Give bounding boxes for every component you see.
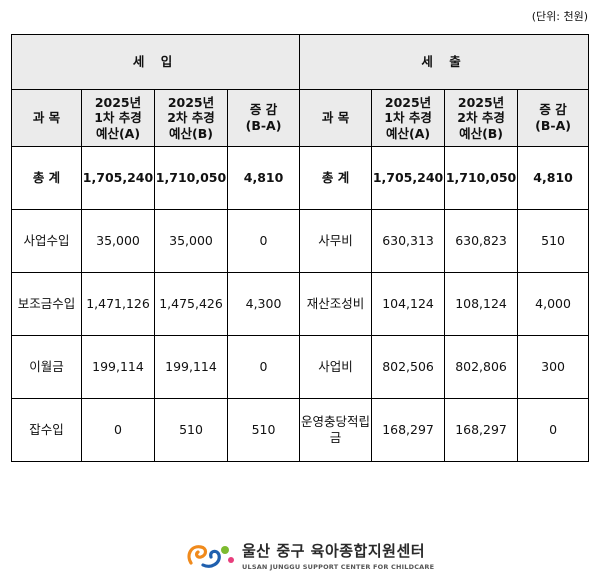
income-b-cell: 199,114 [154,335,228,399]
income-diff-cell: 0 [226,209,301,273]
income-b-cell: 510 [154,398,228,462]
income-subject-cell: 이월금 [11,335,82,399]
expense-diff-cell: 510 [517,209,590,273]
expense-a-cell: 802,506 [371,335,446,399]
income-subject-cell: 총 계 [11,146,82,210]
income-diff-cell: 4,300 [226,272,301,336]
income-a-cell: 1,471,126 [81,272,155,336]
expense-diff-cell: 4,810 [517,146,590,210]
income-first-budget-header: 2025년 1차 추경 예산(A) [81,89,155,147]
income-a-cell: 1,705,240 [81,146,155,210]
income-a-cell: 199,114 [81,335,155,399]
expense-diff-cell: 4,000 [517,272,590,336]
expense-subject-cell: 재산조성비 [299,272,373,336]
table-row: 사업수입 35,000 35,000 0 사무비 630,313 630,823… [11,209,590,273]
expense-diff-header: 증 감 (B-A) [517,89,590,147]
expense-subject-cell: 운영충당적립금 [299,398,373,462]
income-second-budget-header: 2025년 2차 추경 예산(B) [154,89,228,147]
expense-diff-cell: 300 [517,335,590,399]
income-a-cell: 35,000 [81,209,155,273]
footer-logo: 울산 중구 육아종합지원센터 ULSAN JUNGGU SUPPORT CENT… [0,538,600,572]
income-b-cell: 1,475,426 [154,272,228,336]
center-logo-icon [187,545,234,568]
unit-note: (단위: 천원) [531,10,588,23]
logo-orange-swirl [187,545,208,565]
table-row-total: 총 계 1,705,240 1,710,050 4,810 총 계 1,705,… [11,146,590,210]
expense-a-cell: 1,705,240 [371,146,446,210]
column-header-row: 과 목 2025년 1차 추경 예산(A) 2025년 2차 추경 예산(B) 증 감(… [11,89,590,147]
expense-a-cell: 630,313 [371,209,446,273]
logo-text-block: 울산 중구 육아종합지원센터 ULSAN JUNGGU SUPPORT CENT… [242,540,434,571]
income-subject-cell: 잡수입 [11,398,82,462]
center-name-korean: 울산 중구 육아종합지원센터 [242,542,426,560]
expense-diff-cell: 0 [517,398,590,462]
expense-b-cell: 630,823 [444,209,519,273]
expense-b-cell: 1,710,050 [444,146,519,210]
income-diff-cell: 0 [226,335,301,399]
income-diff-cell: 4,810 [226,146,301,210]
expense-subject-cell: 사무비 [299,209,373,273]
expense-second-budget-header: 2025년 2차 추경 예산(B) [444,89,519,147]
section-header-row: 세 입 세 출 [10,34,590,90]
expense-section-title: 세 출 [299,34,590,90]
expense-b-cell: 108,124 [444,272,519,336]
income-diff-cell: 510 [226,398,301,462]
expense-b-cell: 802,806 [444,335,519,399]
expense-first-budget-header: 2025년 1차 추경 예산(A) [371,89,446,147]
logo-pink-dot [228,557,234,563]
table-row: 보조금수입 1,471,126 1,475,426 4,300 재산조성비 10… [11,272,590,336]
expense-a-cell: 104,124 [371,272,446,336]
center-name-english: ULSAN JUNGGU SUPPORT CENTER FOR CHILDCAR… [242,563,435,571]
income-diff-header: 증 감 (B-A) [226,89,301,147]
income-subject-cell: 보조금수입 [11,272,82,336]
logo-blue-swirl [201,549,221,568]
expense-subject-cell: 총 계 [299,146,373,210]
table-row: 잡수입 0 510 510 운영충당적립금 168,297 168,297 0 [11,398,590,462]
expense-subject-header: 과 목 [299,89,373,147]
income-a-cell: 0 [81,398,155,462]
expense-subject-cell: 사업비 [299,335,373,399]
expense-a-cell: 168,297 [371,398,446,462]
table-row: 이월금 199,114 199,114 0 사업비 802,506 802,80… [11,335,590,399]
budget-table: 세 입 세 출 과 목 2025년 1차 추경 예산(A) 2025년 2차 추경 예산… [10,34,590,462]
income-subject-cell: 사업수입 [11,209,82,273]
income-section-title: 세 입 [10,34,301,90]
income-b-cell: 35,000 [154,209,228,273]
income-b-cell: 1,710,050 [154,146,228,210]
logo-green-dot [221,546,229,554]
expense-b-cell: 168,297 [444,398,519,462]
income-subject-header: 과 목 [11,89,82,147]
